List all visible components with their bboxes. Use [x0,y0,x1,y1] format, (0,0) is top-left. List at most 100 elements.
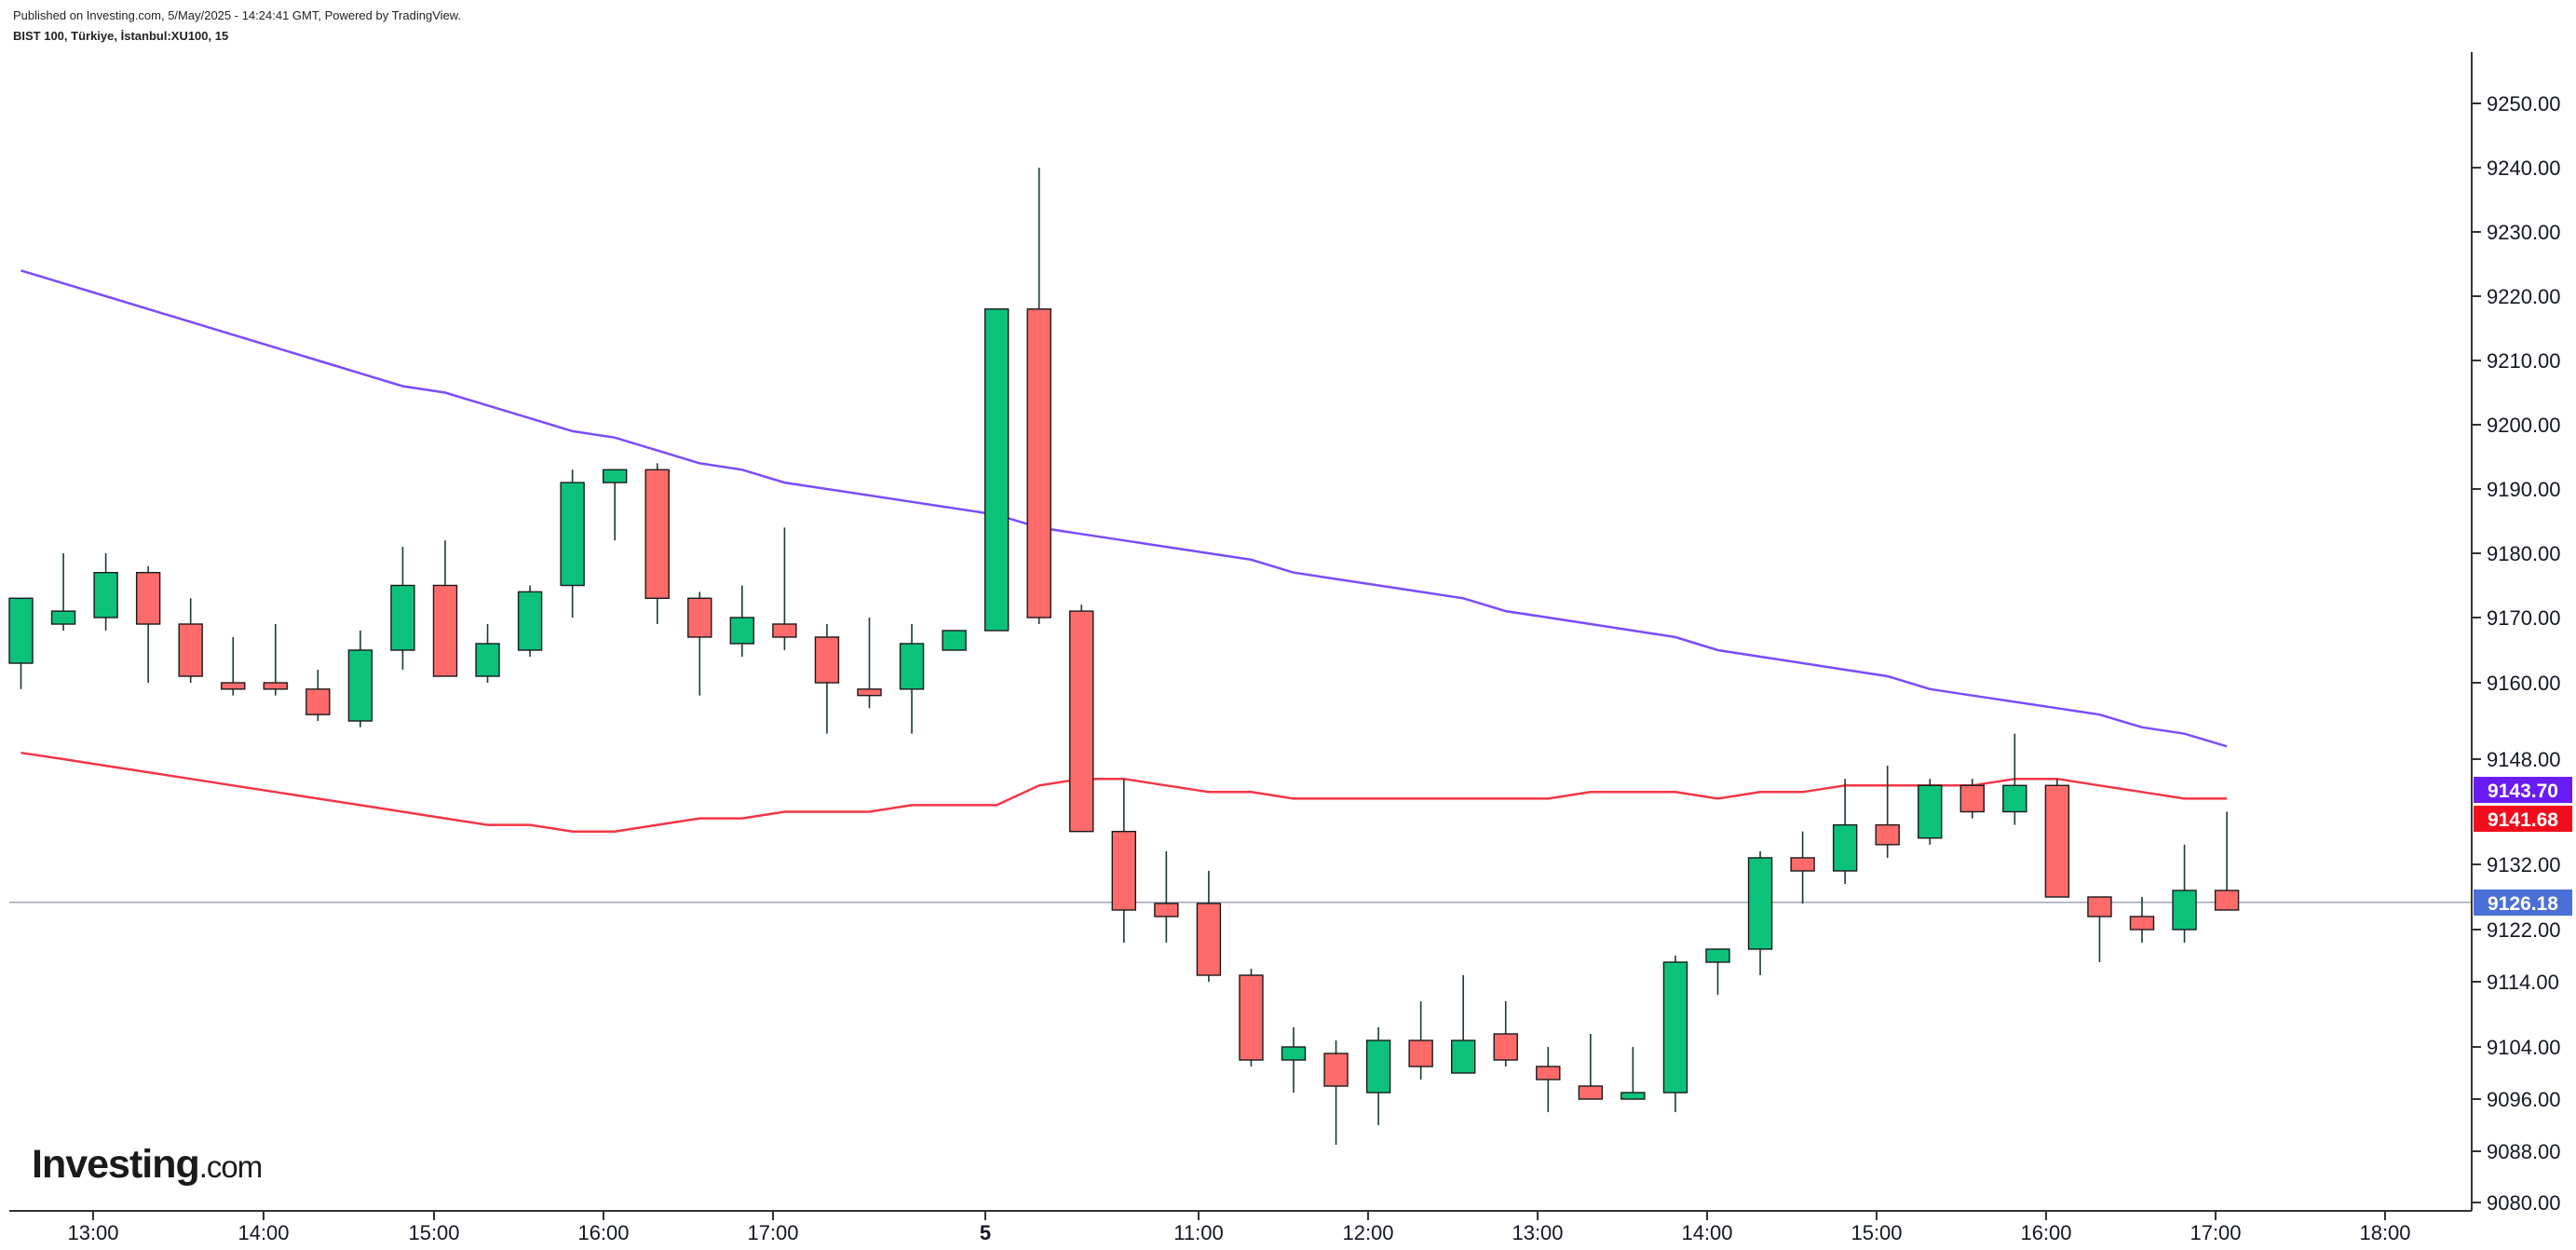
x-tick-label: 17:00 [747,1221,798,1244]
candle-up [899,643,925,690]
candle-up [93,572,118,618]
candle-down [2129,916,2155,931]
candle-up [2002,784,2027,813]
candle-up [1832,823,1858,872]
candle-down [772,623,797,638]
candle-up [1662,961,1688,1094]
candle-down [644,469,670,599]
x-tick-label: 15:00 [1851,1221,1902,1244]
y-tick-label: 9230.00 [2487,221,2561,244]
y-tick-label: 9180.00 [2487,542,2561,565]
y-tick-label: 9122.00 [2487,918,2561,942]
candle-up [603,469,628,483]
candle-down [1493,1033,1518,1061]
candle-up [1365,1039,1391,1094]
y-tick-label: 9220.00 [2487,285,2561,308]
investing-logo[interactable]: Investing.com [32,1142,263,1188]
candle-up [729,617,755,645]
candle-up [1620,1092,1646,1100]
y-tick-label: 9240.00 [2487,156,2561,180]
candle-down [1111,830,1137,911]
candle-up [1281,1046,1307,1061]
candle-down [2214,890,2240,911]
y-tick-label: 9160.00 [2487,672,2561,695]
x-tick-label: 11:00 [1173,1221,1223,1244]
candle-down [1026,308,1051,618]
y-tick-label: 9190.00 [2487,478,2561,501]
y-tick-label: 9096.00 [2487,1088,2561,1111]
candle-down [1408,1039,1433,1067]
candle-down [1536,1066,1561,1080]
x-tick-label: 14:00 [1681,1221,1732,1244]
y-tick-label: 9088.00 [2487,1140,2561,1163]
candle-down [178,623,203,677]
x-tick-label: 12:00 [1342,1221,1393,1244]
candle-down [687,597,712,638]
x-tick-label: 15:00 [408,1221,459,1244]
candle-up [1747,857,1773,950]
candle-up [2172,890,2197,931]
x-tick-label: 5 [980,1221,991,1244]
candle-down [221,682,246,690]
candle-down [1069,610,1094,833]
y-tick-label: 9080.00 [2487,1191,2561,1215]
x-tick-label: 18:00 [2359,1221,2410,1244]
x-tick-label: 13:00 [67,1221,118,1244]
candle-down [1875,823,1900,846]
y-tick-label: 9132.00 [2487,853,2561,876]
candle-up [347,649,373,722]
x-tick-label: 14:00 [237,1221,289,1244]
time-axis: 13:00 14:00 15:00 16:00 17:00 5 11:00 12:00 13:0… [9,1210,2472,1244]
logo-brand: Investing [32,1142,200,1187]
candle-down [2087,896,2112,917]
candle-up [8,597,34,664]
candle-down [2044,784,2070,898]
ma-short-tag-bg [2474,806,2572,832]
ma-long-line [20,269,2228,748]
candle-down [1323,1053,1349,1087]
price-tags: 9143.70 9141.68 9126.18 [2474,777,2572,916]
candle-down [135,572,161,625]
y-tick-label: 9148.00 [2487,748,2561,771]
candle-down [1154,903,1179,917]
x-tick-label: 16:00 [2020,1221,2071,1244]
candle-up [1450,1039,1476,1074]
y-tick-label: 9114.00 [2487,971,2559,994]
ma-short-tag-label: 9141.68 [2488,809,2558,831]
candle-up [390,584,415,651]
candle-up [1918,784,1943,839]
candle-up [475,643,500,677]
price-axis: 9250.00 9240.00 9230.00 9220.00 9210.00 9200.… [2471,52,2561,1215]
candle-down [814,636,840,684]
moving-average-lines [20,269,2228,833]
ma-long-tag-label: 9143.70 [2488,781,2558,802]
y-tick-label: 9250.00 [2487,92,2561,115]
candles [8,168,2240,1145]
y-tick-label: 9104.00 [2487,1036,2561,1059]
candle-up [517,591,543,651]
candle-down [1959,784,1986,813]
candle-up [560,482,585,587]
y-tick-label: 9200.00 [2487,414,2561,437]
last-price-tag-bg [2474,890,2572,916]
candle-down [305,688,331,715]
candle-up [1705,948,1730,963]
candle-down [263,682,288,690]
candle-down [1790,857,1815,872]
candle-down [1578,1085,1604,1100]
candle-up [983,308,1010,632]
last-price-tag-label: 9126.18 [2488,893,2558,915]
y-tick-label: 9210.00 [2487,349,2561,373]
published-note: Published on Investing.com, 5/May/2025 -… [13,8,462,22]
candle-down [432,584,458,677]
y-tick-label: 9170.00 [2487,606,2561,630]
candle-up [50,610,76,625]
candle-up [942,630,967,651]
ma-long-tag-bg [2474,777,2572,803]
x-tick-label: 17:00 [2190,1221,2241,1244]
symbol-title: BIST 100, Türkiye, İstanbul:XU100, 15 [13,29,229,43]
x-tick-label: 13:00 [1512,1221,1563,1244]
candle-down [1196,903,1222,976]
candle-down [1239,974,1264,1061]
